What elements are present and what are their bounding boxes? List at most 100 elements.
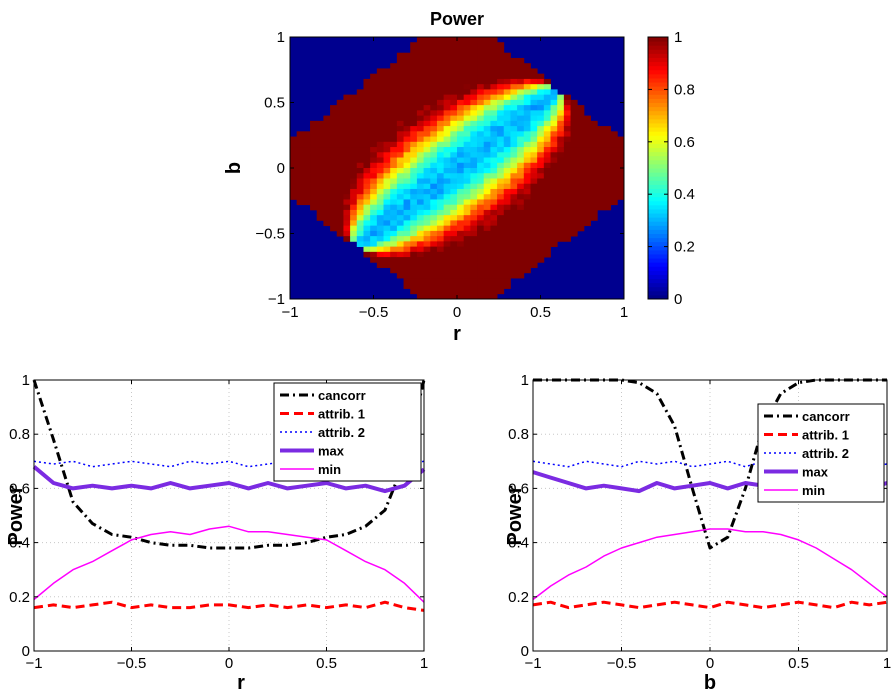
heatmap-cell bbox=[583, 204, 591, 211]
heatmap-cell bbox=[330, 209, 338, 216]
line-chart-2-y-tick-label: 0.8 bbox=[508, 426, 529, 443]
heatmap-cell bbox=[523, 188, 531, 195]
heatmap-cell bbox=[423, 188, 431, 195]
heatmap-cell bbox=[350, 209, 358, 216]
heatmap-cell bbox=[490, 293, 498, 300]
heatmap-cell bbox=[403, 278, 411, 284]
heatmap-cell bbox=[410, 78, 418, 85]
heatmap-cell bbox=[350, 120, 358, 127]
heatmap-cell bbox=[530, 99, 538, 106]
heatmap-cell bbox=[497, 168, 505, 174]
heatmap-cell bbox=[483, 89, 491, 96]
heatmap-cell bbox=[403, 199, 411, 206]
heatmap-cell bbox=[370, 152, 378, 158]
heatmap-cell bbox=[463, 278, 471, 284]
heatmap-cell bbox=[416, 84, 424, 90]
heatmap-cell bbox=[323, 162, 331, 169]
heatmap-cell bbox=[617, 183, 625, 190]
heatmap-cell bbox=[563, 199, 571, 206]
heatmap-cell bbox=[363, 188, 371, 195]
heatmap-cell bbox=[503, 178, 511, 185]
line-chart-1-y-tick-label: 1 bbox=[22, 372, 30, 389]
line-chart-1-x-tick-label: −0.5 bbox=[117, 655, 147, 672]
heatmap-cell bbox=[497, 115, 505, 122]
heatmap-cell bbox=[457, 262, 465, 268]
heatmap-cell bbox=[443, 230, 451, 237]
heatmap-cell bbox=[423, 267, 431, 274]
heatmap-cell bbox=[477, 215, 485, 221]
heatmap-cell bbox=[530, 173, 538, 179]
heatmap-cell bbox=[390, 110, 398, 116]
heatmap-cell bbox=[490, 188, 498, 195]
heatmap-cell bbox=[530, 246, 538, 253]
heatmap-cell bbox=[470, 194, 478, 200]
heatmap-cell bbox=[410, 194, 418, 200]
heatmap-cell bbox=[503, 126, 511, 132]
heatmap-cell bbox=[396, 246, 404, 253]
heatmap-cell bbox=[583, 162, 591, 169]
heatmap-cell bbox=[430, 68, 438, 75]
heatmap-cell bbox=[457, 225, 465, 232]
line-chart-2-x-tick-label: 1 bbox=[883, 655, 891, 672]
heatmap-cell bbox=[563, 220, 571, 227]
heatmap-cell bbox=[383, 199, 391, 206]
heatmap-cell bbox=[363, 199, 371, 206]
heatmap-cell bbox=[557, 215, 565, 221]
heatmap-cell bbox=[497, 278, 505, 284]
heatmap-cell bbox=[483, 110, 491, 116]
heatmap-cell bbox=[510, 241, 518, 247]
heatmap-cell bbox=[510, 126, 518, 132]
line-chart-1-series-max bbox=[32, 465, 426, 494]
heatmap-cell bbox=[343, 94, 351, 101]
heatmap-cell bbox=[483, 168, 491, 174]
heatmap-cell bbox=[436, 168, 445, 174]
heatmap-cell bbox=[436, 173, 445, 179]
heatmap-cell bbox=[370, 84, 378, 90]
heatmap-cell bbox=[330, 162, 338, 169]
heatmap-cell bbox=[517, 63, 525, 69]
heatmap-cell bbox=[537, 89, 545, 96]
heatmap-cell bbox=[390, 194, 398, 200]
heatmap-cell bbox=[497, 147, 505, 153]
heatmap-cell bbox=[436, 94, 445, 101]
heatmap-cell bbox=[416, 220, 424, 227]
heatmap-cell bbox=[436, 267, 445, 274]
heatmap-cell bbox=[557, 194, 565, 200]
heatmap-cell bbox=[477, 52, 485, 59]
heatmap-cell bbox=[370, 173, 378, 179]
line-chart-2-legend-label: cancorr bbox=[802, 409, 850, 424]
heatmap-cell bbox=[490, 272, 498, 279]
heatmap-cell bbox=[557, 173, 565, 179]
heatmap-cell bbox=[470, 147, 478, 153]
heatmap-cell bbox=[296, 183, 304, 190]
heatmap-y-tick-label: −0.5 bbox=[255, 226, 285, 243]
heatmap-cell bbox=[390, 225, 398, 232]
heatmap-cell bbox=[470, 272, 478, 279]
heatmap-cell bbox=[503, 63, 511, 69]
heatmap-cell bbox=[410, 73, 418, 80]
heatmap-cell bbox=[570, 215, 578, 221]
heatmap-cell bbox=[356, 105, 364, 111]
heatmap-cell bbox=[537, 194, 545, 200]
heatmap-cell bbox=[376, 236, 384, 242]
heatmap-cell bbox=[450, 173, 458, 179]
heatmap-cell bbox=[463, 272, 471, 279]
heatmap-cell bbox=[490, 84, 498, 90]
heatmap-cell bbox=[390, 157, 398, 164]
heatmap-cell bbox=[457, 215, 465, 221]
heatmap-cell bbox=[537, 78, 545, 85]
heatmap-cell bbox=[617, 141, 625, 148]
heatmap-cell bbox=[570, 99, 578, 106]
heatmap-cell bbox=[563, 178, 571, 185]
heatmap-cell bbox=[383, 99, 391, 106]
heatmap-cell bbox=[583, 178, 591, 185]
heatmap-cell bbox=[450, 293, 458, 300]
heatmap-cell bbox=[523, 105, 531, 111]
heatmap-cell bbox=[390, 173, 398, 179]
colorbar-tick-label: 1 bbox=[674, 29, 682, 46]
heatmap-cell bbox=[463, 183, 471, 190]
heatmap-cell bbox=[457, 94, 465, 101]
heatmap-cell bbox=[316, 147, 324, 153]
heatmap-cell bbox=[497, 57, 505, 64]
heatmap-cell bbox=[483, 52, 491, 59]
